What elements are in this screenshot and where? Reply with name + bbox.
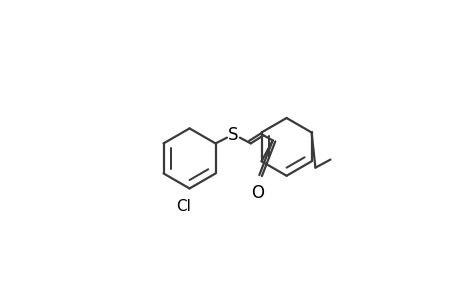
Text: O: O — [251, 184, 263, 202]
Text: Cl: Cl — [176, 199, 191, 214]
Text: S: S — [228, 126, 238, 144]
